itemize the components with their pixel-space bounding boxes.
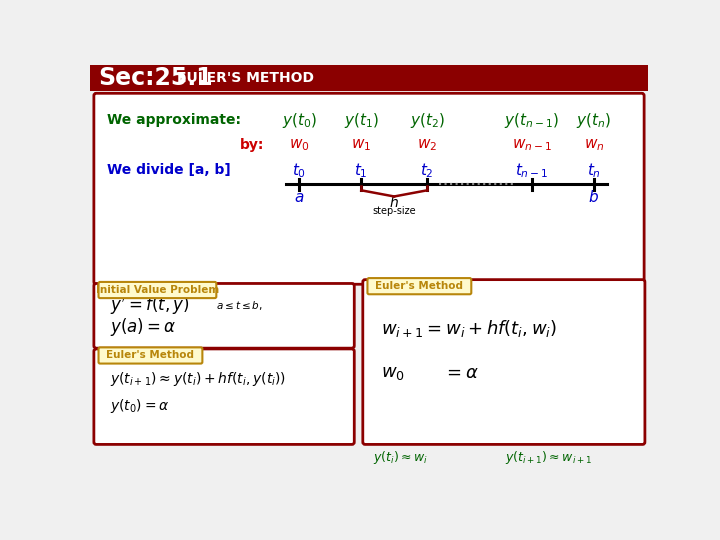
Text: $y(t_{i+1}) \approx y(t_i) + hf(t_i, y(t_i))$: $y(t_{i+1}) \approx y(t_i) + hf(t_i, y(t… [110, 370, 287, 388]
Text: $y' = f(t, y)$: $y' = f(t, y)$ [110, 294, 189, 316]
Text: $a$: $a$ [294, 190, 305, 205]
Text: $y(t_0) = \alpha$: $y(t_0) = \alpha$ [110, 397, 169, 415]
Text: $y(a) = \alpha$: $y(a) = \alpha$ [110, 315, 176, 338]
Text: $t_1$: $t_1$ [354, 161, 368, 180]
FancyBboxPatch shape [99, 282, 216, 298]
Text: $h$: $h$ [390, 195, 399, 210]
Text: We divide [a, b]: We divide [a, b] [107, 163, 231, 177]
Text: $w_0$: $w_0$ [381, 364, 405, 382]
Text: $w_n$: $w_n$ [583, 137, 604, 153]
Text: $y(t_2)$: $y(t_2)$ [410, 111, 445, 130]
Text: $a \leq t \leq b,$: $a \leq t \leq b,$ [216, 299, 264, 312]
Text: $y(t_{n-1})$: $y(t_{n-1})$ [504, 111, 559, 130]
Text: $w_0$: $w_0$ [289, 137, 310, 153]
FancyBboxPatch shape [94, 284, 354, 348]
Text: $w_{n-1}$: $w_{n-1}$ [512, 137, 552, 153]
Text: Euler's Method: Euler's Method [107, 350, 194, 360]
FancyBboxPatch shape [99, 347, 202, 363]
Text: $y(t_{i+1}) \approx w_{i+1}$: $y(t_{i+1}) \approx w_{i+1}$ [505, 449, 592, 466]
Text: $t_0$: $t_0$ [292, 161, 306, 180]
Text: by:: by: [240, 138, 264, 152]
Text: Initial Value Problem: Initial Value Problem [96, 285, 219, 295]
Text: $t_n$: $t_n$ [587, 161, 600, 180]
FancyBboxPatch shape [94, 349, 354, 444]
Text: $y(t_1)$: $y(t_1)$ [343, 111, 379, 130]
Text: $w_{i+1} = w_i + hf(t_i, w_i)$: $w_{i+1} = w_i + hf(t_i, w_i)$ [381, 318, 557, 339]
Text: Sec:25.1: Sec:25.1 [98, 66, 212, 90]
Text: $t_2$: $t_2$ [420, 161, 434, 180]
FancyBboxPatch shape [94, 93, 644, 284]
Text: $y(t_i) \approx w_i$: $y(t_i) \approx w_i$ [373, 449, 428, 466]
Text: step-size: step-size [372, 206, 416, 216]
FancyBboxPatch shape [363, 280, 645, 444]
FancyBboxPatch shape [367, 278, 472, 294]
Text: $y(t_n)$: $y(t_n)$ [576, 111, 611, 130]
Text: $= \alpha$: $= \alpha$ [443, 364, 478, 382]
Text: EULER'S METHOD: EULER'S METHOD [177, 71, 314, 85]
Text: We approximate:: We approximate: [107, 113, 241, 127]
Text: $b$: $b$ [588, 189, 599, 205]
Text: $t_{n-1}$: $t_{n-1}$ [515, 161, 549, 180]
Text: $w_1$: $w_1$ [351, 137, 372, 153]
Text: $w_2$: $w_2$ [417, 137, 437, 153]
Text: $y(t_0)$: $y(t_0)$ [282, 111, 317, 130]
Text: Euler's Method: Euler's Method [375, 281, 464, 291]
Bar [90, 65, 648, 91]
